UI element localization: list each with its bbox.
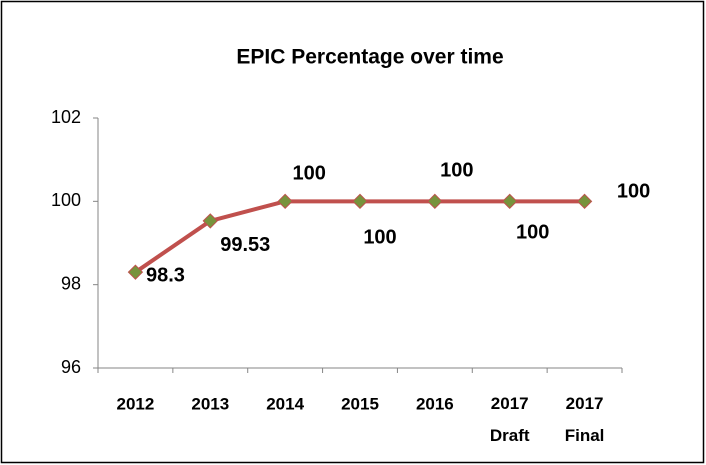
y-tick-label: 96 [61, 357, 81, 377]
x-tick-label: 2013 [191, 394, 229, 413]
marker [352, 193, 368, 210]
x-tick-label: 2017 Final [565, 394, 605, 445]
chart-title: EPIC Percentage over time [236, 46, 503, 69]
data-label: 100 [617, 181, 650, 203]
marker [202, 213, 218, 229]
marker [576, 193, 593, 210]
marker [502, 193, 518, 210]
data-label: 99.53 [220, 234, 270, 256]
data-label: 100 [292, 163, 325, 185]
y-tick-label: 100 [51, 190, 81, 210]
x-tick-label: 2017 Draft [490, 394, 530, 445]
marker [277, 193, 293, 210]
x-tick-label: 2016 [416, 394, 454, 413]
data-label: 100 [440, 160, 473, 182]
data-label: 100 [363, 227, 396, 249]
marker [427, 193, 443, 210]
y-tick-label: 98 [61, 273, 81, 293]
x-tick-label: 2014 [266, 394, 304, 413]
data-label: 100 [516, 222, 549, 244]
y-tick-label: 102 [51, 107, 81, 127]
x-tick-label: 2015 [341, 394, 379, 413]
marker [127, 264, 144, 280]
data-label: 98.3 [146, 264, 185, 286]
x-tick-label: 2012 [117, 394, 155, 413]
